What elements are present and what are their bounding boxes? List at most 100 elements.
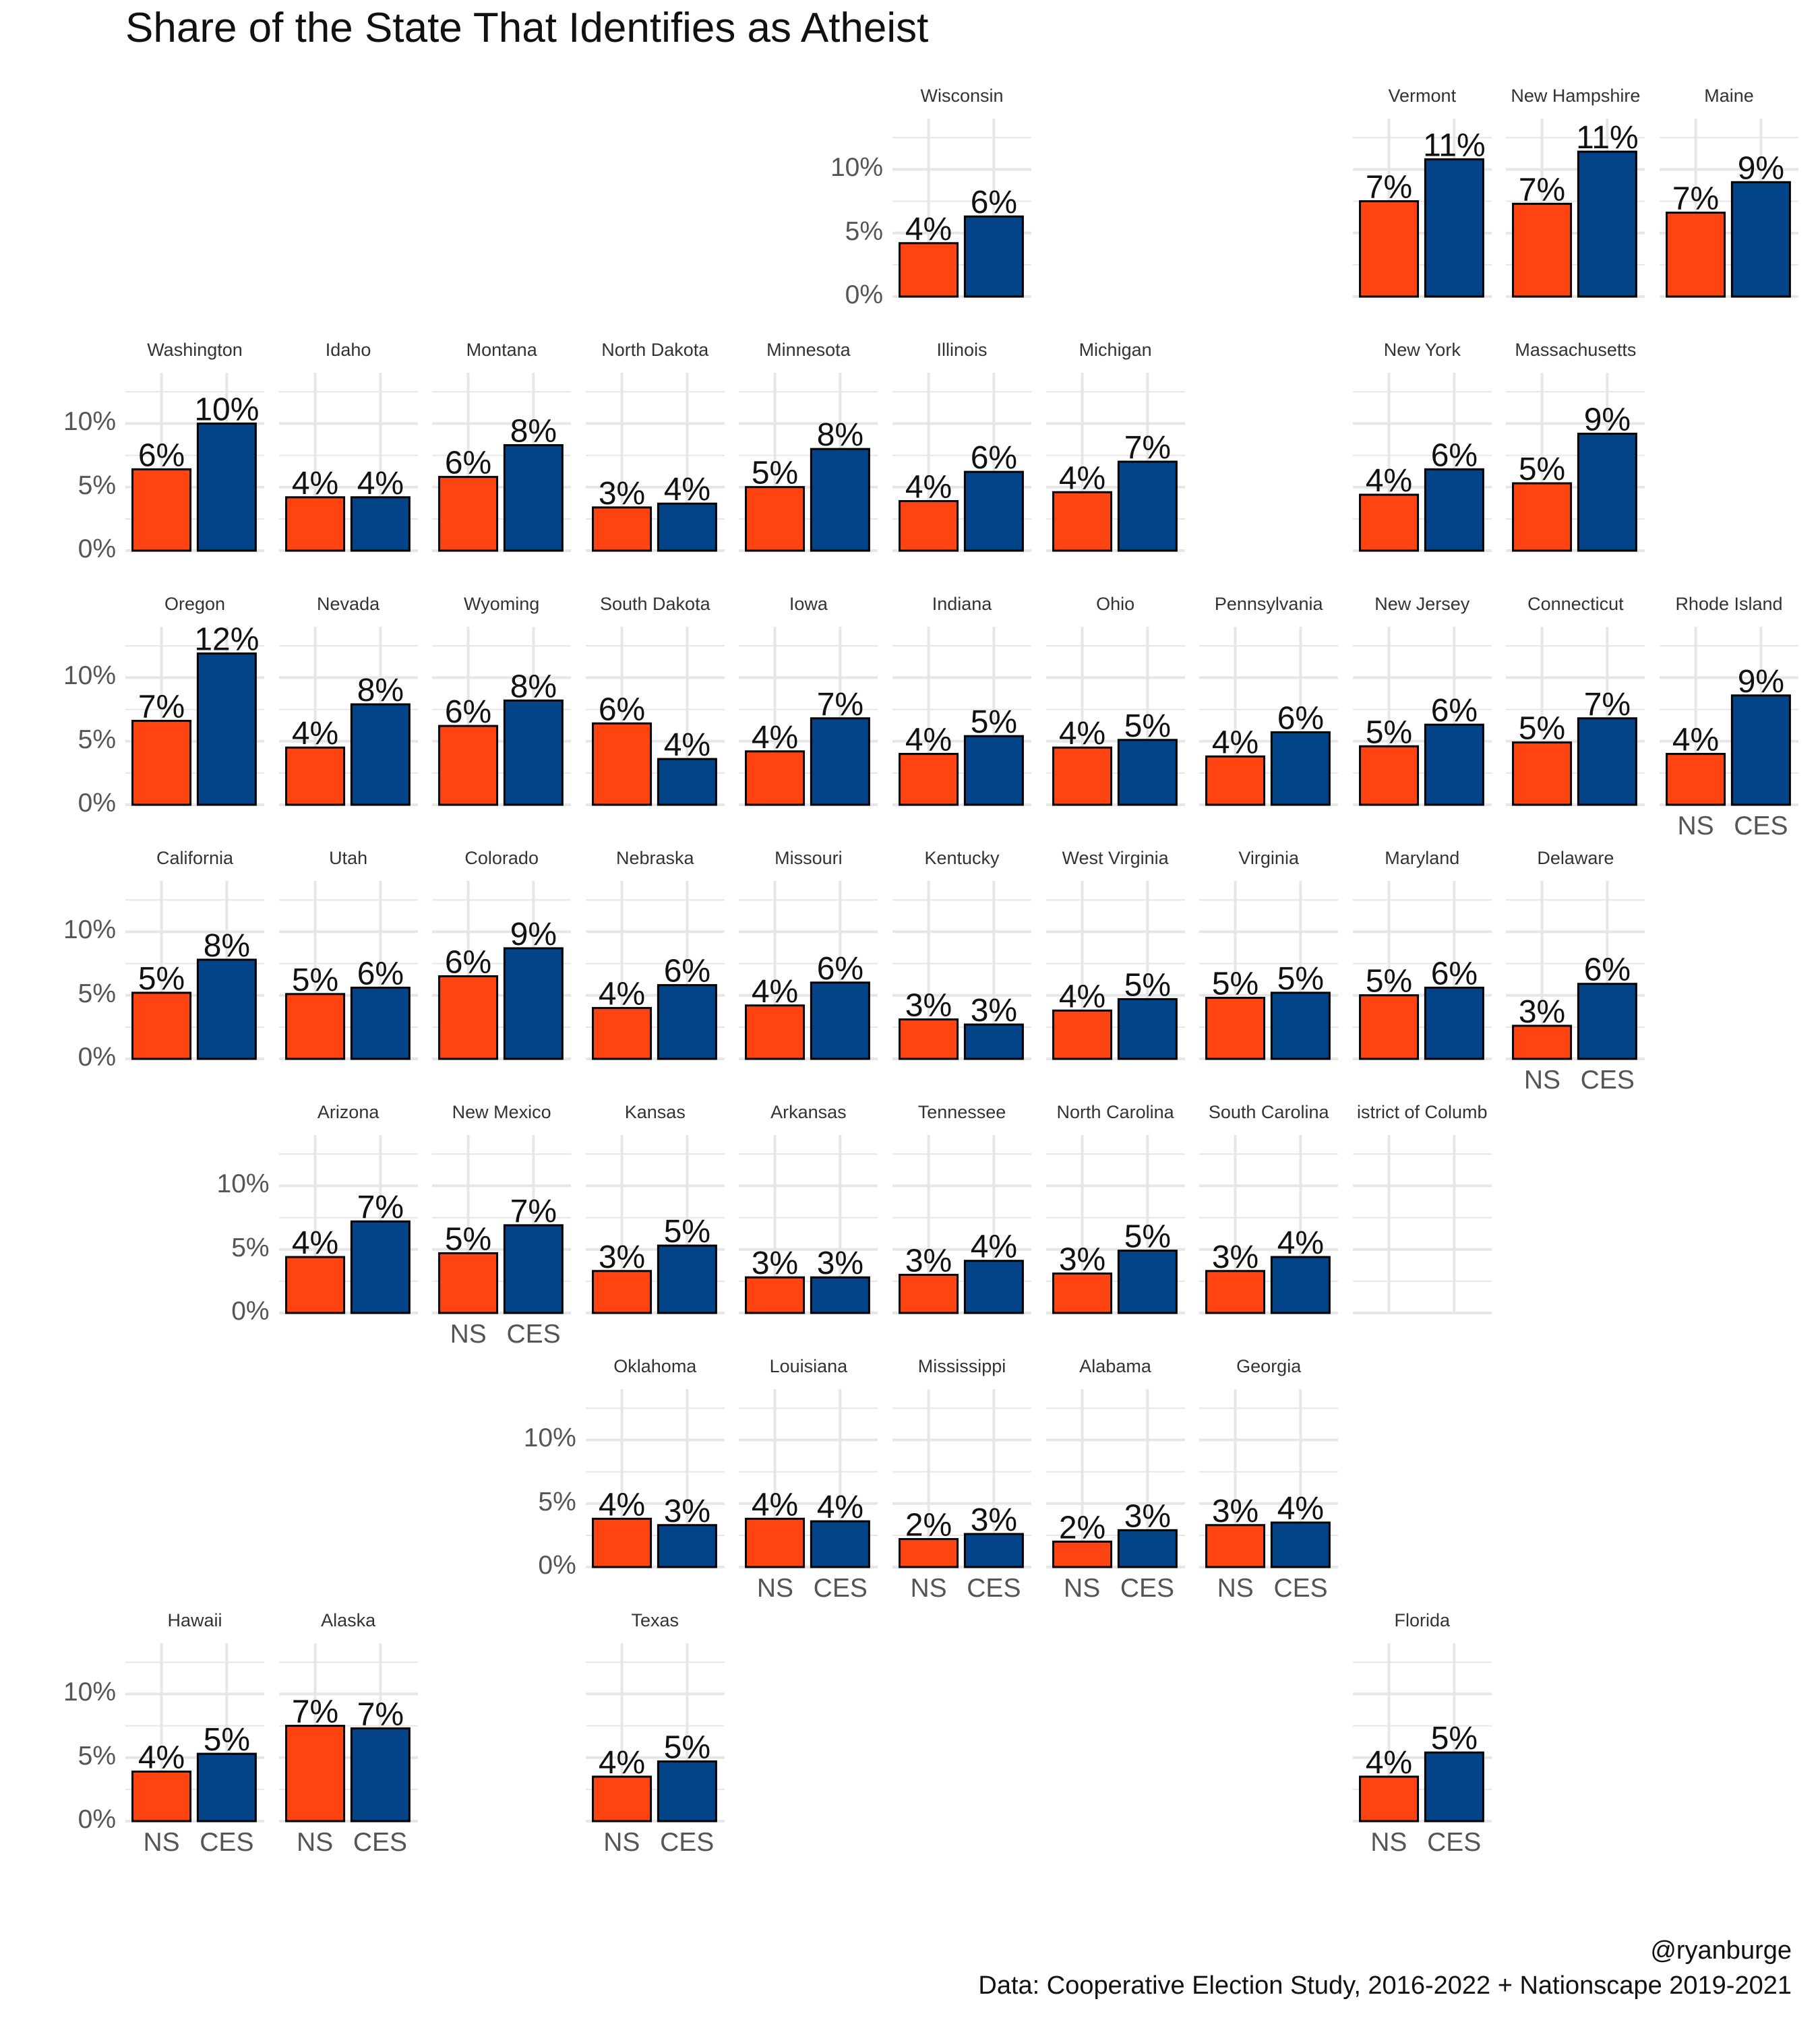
- panel-west-virginia: West Virginia 4% 5%: [1045, 845, 1185, 1101]
- data-label: 6%: [1430, 956, 1477, 991]
- data-label: 7%: [510, 1194, 557, 1229]
- bar-ces: [1271, 991, 1331, 1060]
- data-label: 4%: [291, 716, 338, 752]
- panel-title: New York: [1383, 340, 1461, 360]
- bar-plot: 4% 7%: [739, 627, 878, 806]
- panel-indiana: Indiana 4% 5%: [892, 590, 1031, 847]
- bar-ces: [963, 215, 1024, 298]
- data-label: 4%: [1277, 1225, 1324, 1261]
- data-label: 4%: [357, 466, 403, 501]
- bar-ns: [591, 722, 652, 806]
- data-label: 4%: [752, 974, 798, 1010]
- data-label: 6%: [971, 185, 1017, 220]
- bar-ces: [1577, 433, 1638, 552]
- data-label: 7%: [1124, 430, 1170, 466]
- bar-ces: [196, 1752, 257, 1822]
- bar-plot: [1352, 1135, 1492, 1314]
- bar-ces: [350, 496, 411, 552]
- bar-ns: [1052, 1009, 1112, 1060]
- bar-plot: 3% 5%: [1045, 1135, 1185, 1314]
- bar-ces: [657, 758, 717, 806]
- panel-title: Alabama: [1079, 1356, 1151, 1376]
- plot-area: 3% 4%: [1199, 1389, 1339, 1568]
- y-tick-label: 0%: [231, 1297, 270, 1326]
- plot-area: 6% 8%: [432, 627, 572, 806]
- panel-title: New Hampshire: [1511, 86, 1641, 106]
- panel-title: Missouri: [775, 848, 843, 868]
- bar-ns: [591, 1517, 652, 1568]
- y-tick-label: 5%: [78, 979, 116, 1008]
- panel-nebraska: Nebraska 4% 6%: [585, 845, 725, 1101]
- panel-south-carolina: South Carolina 3% 4%: [1199, 1099, 1339, 1355]
- bar-ns: [131, 720, 192, 806]
- bar-ns: [1052, 491, 1112, 552]
- x-tick-label: CES: [200, 1828, 254, 1857]
- data-label: 4%: [291, 1225, 338, 1261]
- x-tick-label: NS: [297, 1828, 334, 1857]
- bar-plot: 3% 4%: [1199, 1389, 1339, 1568]
- bar-plot: 3% 4%: [585, 373, 725, 552]
- data-label: 4%: [971, 1229, 1017, 1265]
- bar-plot: 4% 5%: [125, 1643, 264, 1822]
- bar-ns: [1358, 493, 1419, 552]
- plot-area: 7% 7%: [278, 1643, 418, 1822]
- bar-ces: [657, 1760, 717, 1822]
- y-tick-label: 10%: [216, 1169, 270, 1199]
- data-label: 4%: [752, 1487, 798, 1523]
- panel-new-jersey: New Jersey 5% 6%: [1352, 590, 1492, 847]
- panel-delaware: Delaware 3% 6% NS CES: [1506, 845, 1645, 1101]
- bar-ns: [438, 476, 499, 552]
- panel-title: Pennsylvania: [1214, 594, 1323, 614]
- bar-plot: 3% 4%: [892, 1135, 1031, 1314]
- bar-plot: 4% 5%: [1352, 1643, 1492, 1822]
- data-label: 5%: [663, 1729, 710, 1765]
- panel-title: istrict of Columb: [1357, 1102, 1488, 1122]
- x-tick-label: NS: [603, 1828, 640, 1857]
- panel-nevada: Nevada 4% 8%: [278, 590, 418, 847]
- data-label: 5%: [1124, 708, 1170, 744]
- bar-ces: [1117, 998, 1178, 1060]
- plot-area: [1352, 1135, 1492, 1314]
- y-tick-label: 10%: [63, 915, 116, 945]
- data-label: 10%: [194, 392, 259, 427]
- bar-plot: 6% 8%: [432, 373, 572, 552]
- bar-plot: 4% 5%: [892, 627, 1031, 806]
- data-label: 5%: [138, 961, 185, 997]
- data-label: 6%: [445, 694, 491, 730]
- bar-ns: [899, 1018, 959, 1060]
- panel-arkansas: Arkansas 3% 3%: [739, 1099, 878, 1355]
- bar-plot: 2% 3%: [1045, 1389, 1185, 1568]
- panel-texas: Texas 4% 5% NS CES: [585, 1607, 725, 1863]
- panel-title: Connecticut: [1527, 594, 1624, 614]
- bar-plot: 4% 3%: [585, 1389, 725, 1568]
- caption: @ryanburge Data: Cooperative Election St…: [978, 1933, 1792, 2003]
- plot-area: 4% 4%: [278, 373, 418, 552]
- y-tick-label: 5%: [78, 1741, 116, 1771]
- plot-area: 4% 7%: [278, 1135, 418, 1314]
- data-label: 12%: [194, 622, 259, 658]
- panel-connecticut: Connecticut 5% 7%: [1506, 590, 1645, 847]
- bar-ces: [350, 703, 411, 806]
- bar-ces: [1271, 1521, 1331, 1568]
- y-tick-label: 0%: [845, 280, 883, 309]
- plot-area: 6% 10%: [125, 373, 264, 552]
- panel-kentucky: Kentucky 3% 3%: [892, 845, 1031, 1101]
- panel-title: Massachusetts: [1515, 340, 1637, 360]
- data-label: 6%: [1430, 437, 1477, 473]
- data-label: 4%: [1672, 723, 1719, 758]
- data-label: 3%: [752, 1246, 798, 1281]
- data-label: 5%: [1519, 711, 1565, 747]
- bar-ces: [350, 986, 411, 1060]
- data-label: 3%: [1212, 1239, 1258, 1275]
- x-tick-label: NS: [1217, 1574, 1254, 1603]
- panel-kansas: Kansas 3% 5%: [585, 1099, 725, 1355]
- panel-title: Virginia: [1238, 848, 1299, 868]
- data-label: 6%: [1430, 693, 1477, 729]
- bar-ces: [1730, 181, 1791, 298]
- y-tick-label: 0%: [78, 534, 116, 563]
- panel-montana: Montana 6% 8%: [432, 336, 572, 592]
- x-tick-label: NS: [1370, 1828, 1407, 1857]
- panel-title: Maine: [1704, 86, 1754, 106]
- data-label: 2%: [905, 1508, 952, 1543]
- data-label: 3%: [663, 1494, 710, 1529]
